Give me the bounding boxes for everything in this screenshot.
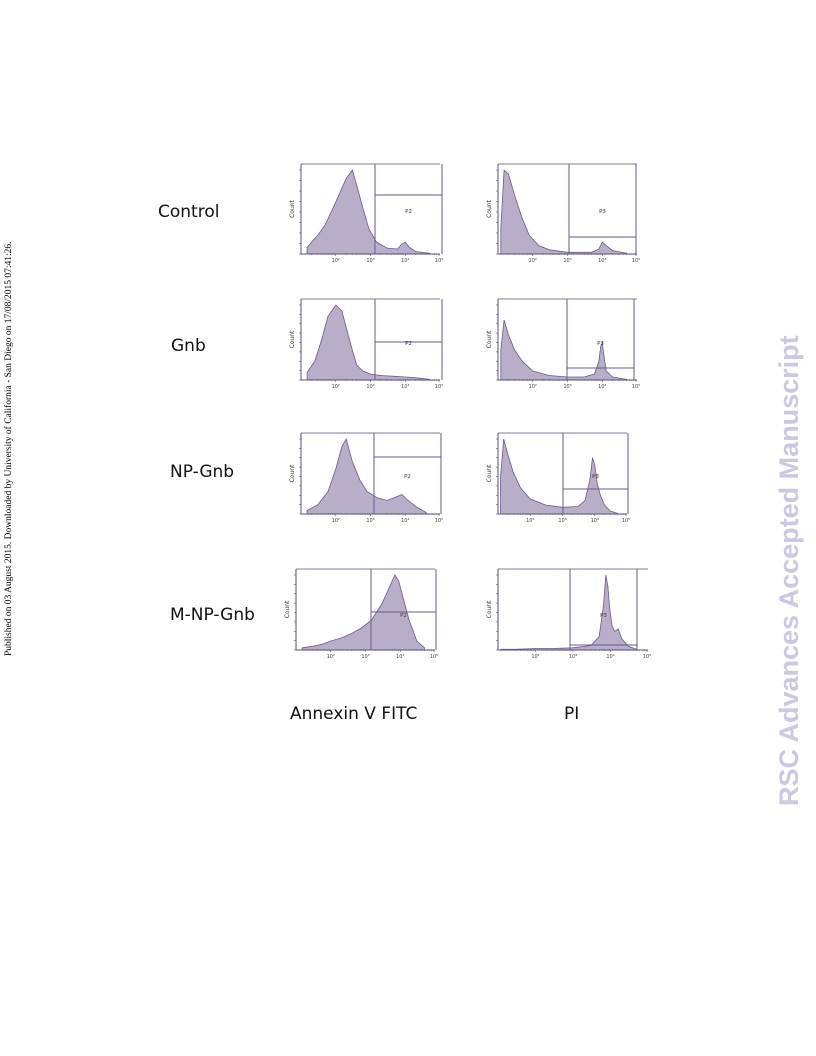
histogram-area [306,304,430,381]
row-label-control: Control [158,202,220,222]
histogram-area [301,574,425,651]
x-tick-label: 10⁵ [643,654,651,660]
column-label-pi: PI [564,704,580,724]
histogram-area [500,574,638,651]
gate-label: P2 [404,474,411,480]
gate-label: P2 [405,341,412,347]
gate-label: P2 [405,209,412,215]
x-tick-label: 10³ [563,384,571,390]
publication-note: Published on 03 August 2015. Downloaded … [4,241,14,656]
x-tick-label: 10⁵ [632,258,640,264]
x-tick-label: 10⁴ [598,384,606,390]
row-label-gnb: Gnb [171,336,206,356]
gate-label: P3 [600,613,607,619]
histogram-area [306,169,430,255]
column-label-annexin: Annexin V FITC [290,704,418,724]
x-tick-label: 10² [531,654,539,660]
x-tick-label: 10³ [366,258,374,264]
x-tick-label: 10⁵ [435,258,443,264]
x-tick-label: 10² [529,258,537,264]
histogram-m-np-gnb-pi: Count 10² 10³ 10⁴ 10⁵ P3 [486,568,651,660]
x-tick-label: 10⁴ [401,258,409,264]
x-tick-label: 10² [529,384,537,390]
x-tick-label: 10⁵ [622,518,630,524]
x-tick-label: 10³ [361,654,369,660]
x-tick-label: 10² [526,518,534,524]
y-axis-title: Count [486,199,493,217]
gate-label: P3 [592,474,599,480]
row-label-m-np-gnb: M-NP-Gnb [170,605,255,625]
x-tick-label: 10⁵ [430,654,438,660]
x-tick-label: 10⁵ [435,384,443,390]
histogram-m-np-gnb-annexin-v-fitc: Count 10² 10³ 10⁴ 10⁵ P2 [284,568,438,660]
y-axis-title: Count [289,464,296,482]
y-axis-title: Count [486,330,493,348]
x-tick-label: 10² [332,518,340,524]
row-label-np-gnb: NP-Gnb [170,462,235,482]
histogram-np-gnb-annexin-v-fitc: Count 10² 10³ 10⁴ 10⁵ P2 [289,432,443,524]
x-tick-label: 10³ [563,258,571,264]
histogram-gnb-pi: Count 10² 10³ 10⁴ 10⁵ P3 [486,298,640,390]
x-tick-label: 10² [332,258,340,264]
x-tick-label: 10³ [366,384,374,390]
y-axis-title: Count [284,600,291,618]
x-tick-label: 10⁴ [598,258,606,264]
gate-label: P3 [599,209,606,215]
watermark: RSC Advances Accepted Manuscript [774,335,804,806]
x-tick-label: 10⁴ [591,518,599,524]
x-tick-label: 10⁴ [396,654,404,660]
y-axis-title: Count [486,600,493,618]
histogram-gnb-annexin-v-fitc: Count 10² 10³ 10⁴ 10⁵ P2 [289,298,443,390]
x-tick-label: 10⁵ [435,518,443,524]
gate-label: P2 [400,613,407,619]
histogram-np-gnb-pi: Count 10² 10³ 10⁴ 10⁵ P3 [486,432,630,524]
x-tick-label: 10⁵ [632,384,640,390]
histogram-area [500,169,627,255]
x-tick-label: 10⁴ [401,384,409,390]
histogram-area [500,438,618,515]
y-axis-title: Count [289,199,296,217]
histogram-area [500,319,627,381]
x-tick-label: 10² [327,654,335,660]
histogram-control-annexin-v-fitc: Count 10² 10³ 10⁴ 10⁵ P2 [289,163,443,264]
x-tick-label: 10² [332,384,340,390]
gate-label: P3 [597,341,604,347]
y-axis-title: Count [486,464,493,482]
x-tick-label: 10³ [569,654,577,660]
x-tick-label: 10⁴ [606,654,614,660]
y-axis-title: Count [289,330,296,348]
histogram-area [306,437,427,515]
x-tick-label: 10³ [558,518,566,524]
x-tick-label: 10⁴ [401,518,409,524]
x-tick-label: 10³ [366,518,374,524]
histogram-control-pi: Count 10² 10³ 10⁴ 10⁵ P3 [486,163,640,264]
